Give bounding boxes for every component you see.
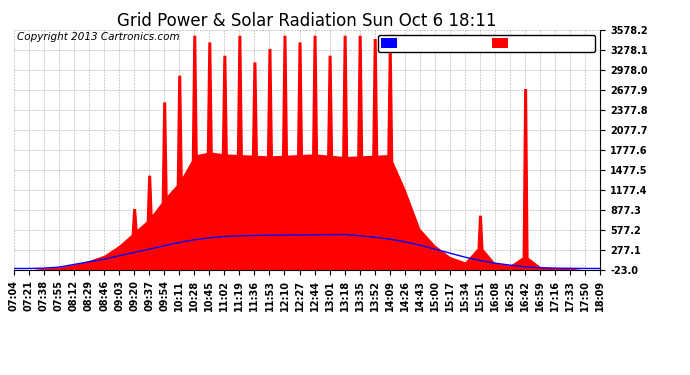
Text: Copyright 2013 Cartronics.com: Copyright 2013 Cartronics.com [17, 32, 179, 42]
Title: Grid Power & Solar Radiation Sun Oct 6 18:11: Grid Power & Solar Radiation Sun Oct 6 1… [117, 12, 497, 30]
Legend: Radiation (w/m2), Grid (AC Watts): Radiation (w/m2), Grid (AC Watts) [378, 35, 595, 52]
